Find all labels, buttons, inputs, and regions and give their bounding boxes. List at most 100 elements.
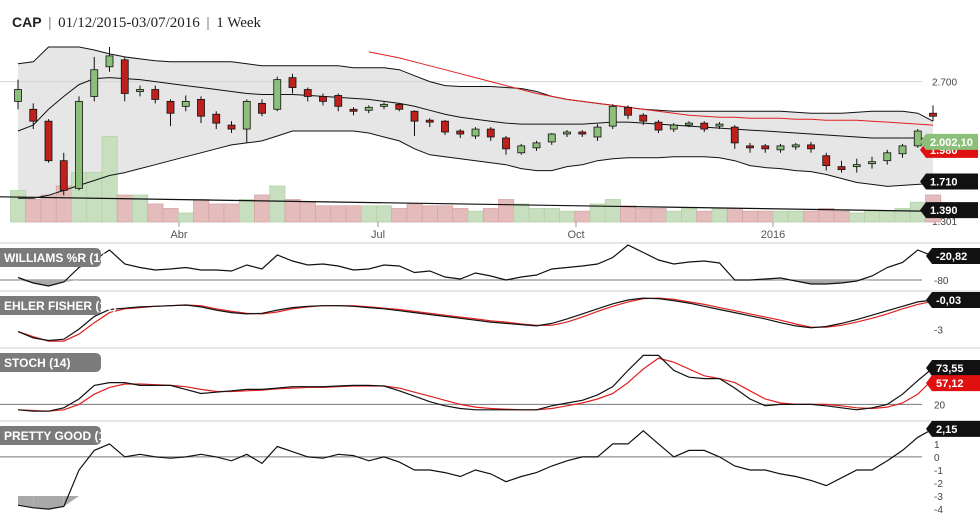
candle-down bbox=[227, 124, 236, 130]
y-tick-label: 1.301 bbox=[932, 217, 957, 228]
oversold-area bbox=[811, 280, 827, 284]
candle-up bbox=[136, 89, 144, 92]
volume-bar bbox=[162, 208, 179, 223]
candle-down bbox=[929, 112, 937, 117]
y-tick-label: -4 bbox=[934, 505, 943, 513]
volume-bar bbox=[10, 190, 27, 223]
candle-down bbox=[29, 108, 38, 122]
candle-down bbox=[822, 155, 831, 167]
header-separator: | bbox=[206, 15, 210, 31]
candle-up bbox=[90, 69, 99, 97]
volume-bar bbox=[726, 208, 743, 223]
extreme-area bbox=[48, 496, 64, 510]
y-tick-label: 0 bbox=[934, 453, 940, 464]
candle-up bbox=[181, 100, 190, 107]
candle-up bbox=[868, 161, 876, 165]
indicator-title-tab bbox=[0, 248, 101, 267]
candle-up bbox=[608, 105, 617, 127]
volume-bar bbox=[40, 194, 57, 223]
candle-up bbox=[913, 130, 922, 147]
volume-bar bbox=[864, 210, 881, 223]
volume-bar bbox=[254, 194, 271, 223]
volume-bar bbox=[101, 136, 118, 223]
candle-down bbox=[639, 114, 648, 122]
candle-up bbox=[685, 122, 693, 126]
indicator-value-badge: 73,55 bbox=[936, 363, 964, 375]
volume-bar bbox=[482, 208, 499, 223]
indicator-line bbox=[17, 297, 934, 342]
volume-bar bbox=[193, 199, 210, 223]
signal-line bbox=[17, 357, 934, 412]
extreme-area bbox=[18, 496, 34, 508]
volume-bar bbox=[513, 203, 530, 223]
candle-down bbox=[319, 96, 327, 102]
indicator-title: WILLIAMS %R (14) bbox=[4, 251, 111, 265]
chart-header: CAP | 01/12/2015-03/07/2016 | 1 Week bbox=[12, 14, 261, 32]
volume-bar bbox=[772, 210, 789, 223]
volume-bar bbox=[528, 208, 545, 223]
volume-bar bbox=[452, 208, 469, 223]
candle-down bbox=[730, 126, 739, 144]
candle-up bbox=[776, 145, 785, 151]
candle-down bbox=[212, 113, 221, 124]
x-tick-label: 2016 bbox=[761, 229, 785, 241]
indicator-title: EHLER FISHER (10) bbox=[4, 299, 117, 313]
candle-up bbox=[883, 152, 892, 162]
oversold-area bbox=[63, 280, 79, 282]
candle-up bbox=[898, 145, 907, 155]
volume-bar bbox=[391, 208, 408, 223]
volume-bar bbox=[696, 210, 713, 223]
volume-bar bbox=[635, 208, 652, 223]
last-price-badge-bg bbox=[920, 133, 978, 150]
oversold-area bbox=[18, 280, 34, 283]
candle-up bbox=[364, 106, 373, 111]
volume-bar bbox=[665, 210, 682, 223]
x-tick-label: Jul bbox=[371, 229, 385, 241]
bollinger-lower-line bbox=[18, 130, 934, 199]
volume-bar bbox=[25, 199, 42, 223]
middle-band-badge: 1.710 bbox=[930, 176, 958, 188]
y-tick-label: -3 bbox=[934, 492, 943, 503]
y-tick-label: -3 bbox=[934, 326, 943, 337]
indicator-value-badge: -0,03 bbox=[936, 295, 961, 307]
candle-down bbox=[59, 160, 68, 191]
candle-down bbox=[334, 95, 343, 107]
candle-up bbox=[517, 145, 526, 154]
candle-up bbox=[852, 164, 861, 168]
candle-down bbox=[197, 99, 205, 117]
header-separator: | bbox=[48, 15, 52, 31]
volume-bar bbox=[284, 199, 301, 223]
candle-down bbox=[258, 102, 266, 114]
support-badge-bg bbox=[920, 202, 978, 219]
oversold-area bbox=[33, 280, 49, 286]
volume-bar bbox=[498, 199, 515, 223]
volume-bar bbox=[315, 205, 332, 223]
candle-up bbox=[242, 100, 251, 130]
indicator-title-tab bbox=[0, 296, 101, 315]
volume-bar bbox=[223, 203, 240, 223]
volume-bar bbox=[757, 210, 774, 223]
volume-bar bbox=[711, 208, 728, 223]
volume-bar bbox=[848, 212, 865, 223]
candle-down bbox=[654, 121, 663, 131]
candle-up bbox=[669, 124, 678, 130]
volume-bar bbox=[208, 203, 225, 223]
volume-bar bbox=[543, 208, 560, 223]
volume-bar bbox=[421, 205, 438, 223]
indicator-title-tab bbox=[0, 353, 101, 372]
support-badge: 1.390 bbox=[930, 205, 958, 217]
last-price-badge: 2.002,10 bbox=[930, 137, 973, 149]
volume-bar bbox=[574, 210, 591, 223]
volume-bar bbox=[650, 208, 667, 223]
y-tick-label: 2.700 bbox=[932, 78, 957, 89]
support-line bbox=[0, 196, 923, 212]
candle-down bbox=[410, 110, 419, 122]
extreme-area bbox=[33, 496, 49, 510]
indicator-title: PRETTY GOOD (14) bbox=[4, 429, 116, 443]
candle-down bbox=[456, 130, 465, 135]
indicator-value-badge-bg bbox=[926, 291, 980, 308]
volume-bar bbox=[604, 199, 621, 223]
candle-up bbox=[75, 100, 83, 189]
volume-bar bbox=[345, 205, 362, 223]
